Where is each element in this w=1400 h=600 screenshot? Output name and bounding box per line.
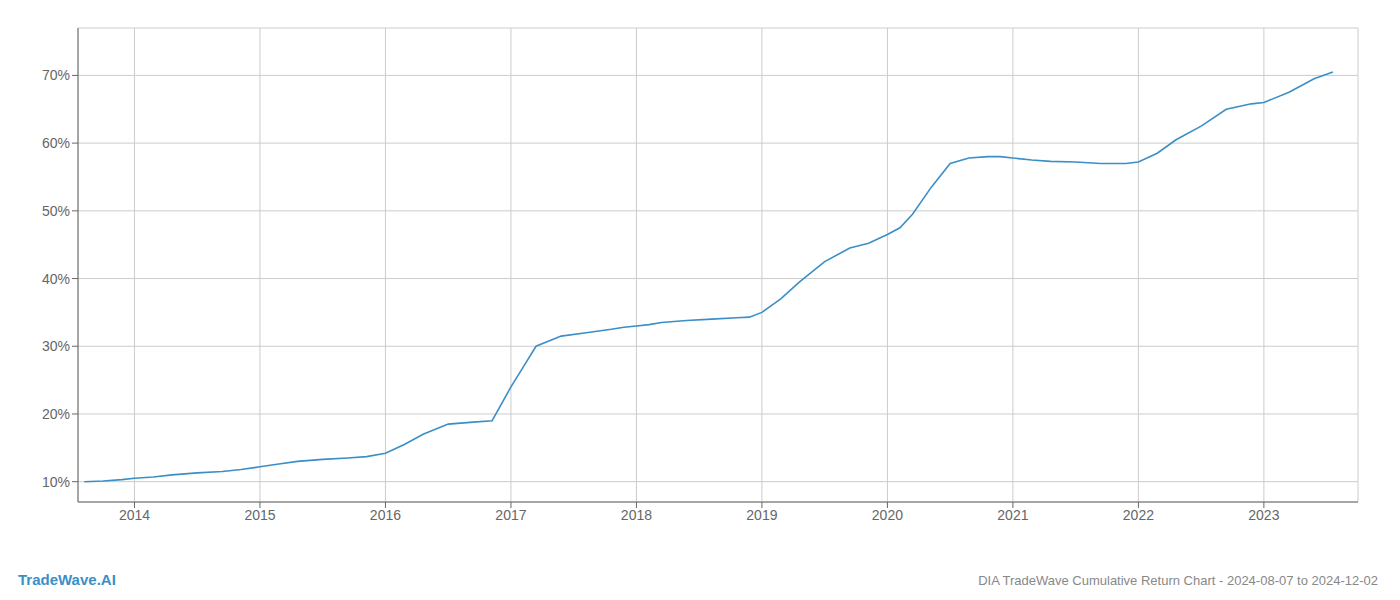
svg-text:2021: 2021 bbox=[997, 507, 1028, 523]
svg-text:2017: 2017 bbox=[495, 507, 526, 523]
svg-text:70%: 70% bbox=[42, 67, 70, 83]
svg-text:2018: 2018 bbox=[621, 507, 652, 523]
svg-text:60%: 60% bbox=[42, 135, 70, 151]
svg-text:2016: 2016 bbox=[370, 507, 401, 523]
svg-text:40%: 40% bbox=[42, 271, 70, 287]
svg-text:2015: 2015 bbox=[244, 507, 275, 523]
svg-text:50%: 50% bbox=[42, 203, 70, 219]
svg-text:20%: 20% bbox=[42, 406, 70, 422]
svg-text:2014: 2014 bbox=[119, 507, 150, 523]
svg-text:2022: 2022 bbox=[1123, 507, 1154, 523]
svg-text:2020: 2020 bbox=[872, 507, 903, 523]
html-text:DIA TradeWave Cumulative Retur: DIA TradeWave Cumulative Return Chart - … bbox=[978, 573, 1378, 588]
svg-text:2023: 2023 bbox=[1248, 507, 1279, 523]
svg-text:30%: 30% bbox=[42, 338, 70, 354]
html-text:TradeWave.AI: TradeWave.AI bbox=[18, 571, 116, 588]
svg-text:10%: 10% bbox=[42, 474, 70, 490]
svg-text:2019: 2019 bbox=[746, 507, 777, 523]
